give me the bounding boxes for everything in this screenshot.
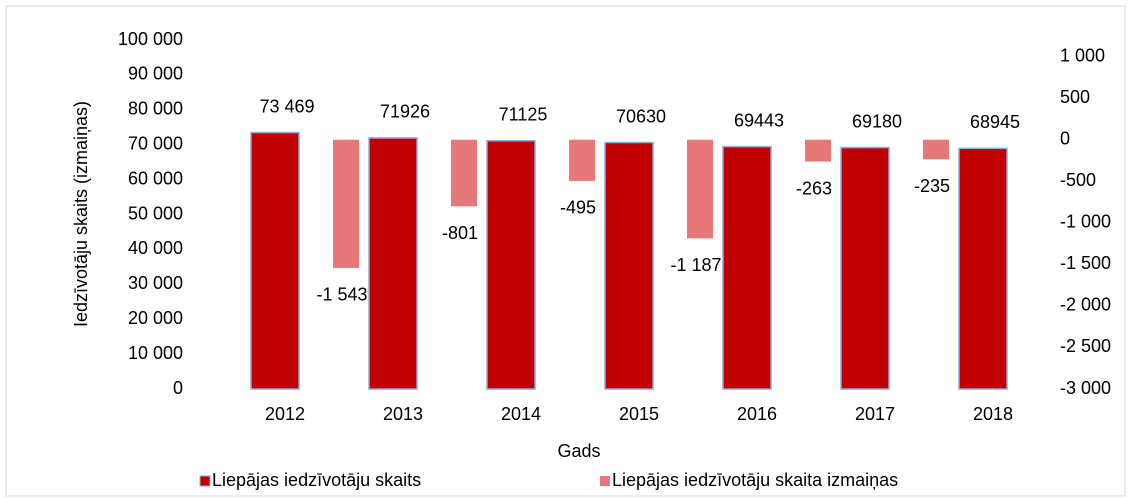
change-bar [687, 139, 713, 239]
x-tick-label: 2018 [973, 404, 1013, 424]
data-label: 69443 [734, 110, 784, 130]
chart-border [5, 5, 1126, 497]
y2-tick-label: -500 [1060, 170, 1096, 190]
x-tick-label: 2014 [501, 404, 541, 424]
y-tick-label: 0 [173, 378, 183, 398]
y2-tick-label: 0 [1060, 128, 1070, 148]
change-bar [923, 139, 949, 160]
y-axis-label: Iedzīvotāju skaits (izmaiņas) [71, 101, 91, 327]
x-tick-label: 2016 [737, 404, 777, 424]
y-tick-label: 90 000 [128, 64, 183, 84]
legend-swatch [199, 475, 211, 487]
population-bar [958, 147, 1008, 390]
y-tick-label: 80 000 [128, 99, 183, 119]
change-bar [333, 139, 359, 268]
y-tick-label: 70 000 [128, 133, 183, 153]
data-label: -1 187 [670, 255, 721, 275]
population-bar [368, 137, 418, 390]
x-axis-label: Gads [557, 441, 600, 461]
x-tick-label: 2013 [383, 404, 423, 424]
y-tick-label: 20 000 [128, 308, 183, 328]
data-label: -495 [560, 198, 596, 218]
y2-tick-label: 1 000 [1060, 45, 1105, 65]
population-bar [722, 145, 772, 390]
data-label: -235 [914, 176, 950, 196]
y-tick-label: 40 000 [128, 238, 183, 258]
legend-swatch [600, 476, 610, 486]
data-label: 71926 [380, 102, 430, 122]
y-tick-label: 60 000 [128, 168, 183, 188]
y2-tick-label: -1 500 [1060, 253, 1111, 273]
data-label: 71125 [499, 105, 548, 125]
change-bar [805, 139, 831, 162]
y-tick-label: 100 000 [118, 29, 183, 49]
y2-tick-label: -3 000 [1060, 378, 1111, 398]
change-bar [451, 139, 477, 207]
x-tick-label: 2012 [265, 404, 305, 424]
legend-label: Liepājas iedzīvotāju skaita izmaiņas [612, 470, 898, 490]
change-bar [569, 139, 595, 181]
x-tick-label: 2017 [855, 404, 895, 424]
data-label: -801 [442, 223, 478, 243]
y2-tick-label: 500 [1060, 87, 1090, 107]
data-label: 73 469 [259, 96, 314, 116]
y2-tick-label: -2 000 [1060, 295, 1111, 315]
y2-tick-label: -1 000 [1060, 212, 1111, 232]
data-label: 69180 [852, 111, 902, 131]
y2-tick-label: -2 500 [1060, 336, 1111, 356]
data-label: -1 543 [316, 285, 367, 305]
y-tick-label: 10 000 [128, 343, 183, 363]
data-label: 68945 [970, 112, 1020, 132]
legend-label: Liepājas iedzīvotāju skaits [212, 470, 421, 490]
x-tick-label: 2015 [619, 404, 659, 424]
data-label: -263 [796, 178, 832, 198]
y-tick-label: 50 000 [128, 203, 183, 223]
y-tick-label: 30 000 [128, 273, 183, 293]
population-bar [486, 140, 536, 390]
population-bar [250, 131, 300, 390]
data-label: 70630 [616, 106, 666, 126]
population-bar [840, 146, 890, 390]
population-bar [604, 141, 654, 390]
